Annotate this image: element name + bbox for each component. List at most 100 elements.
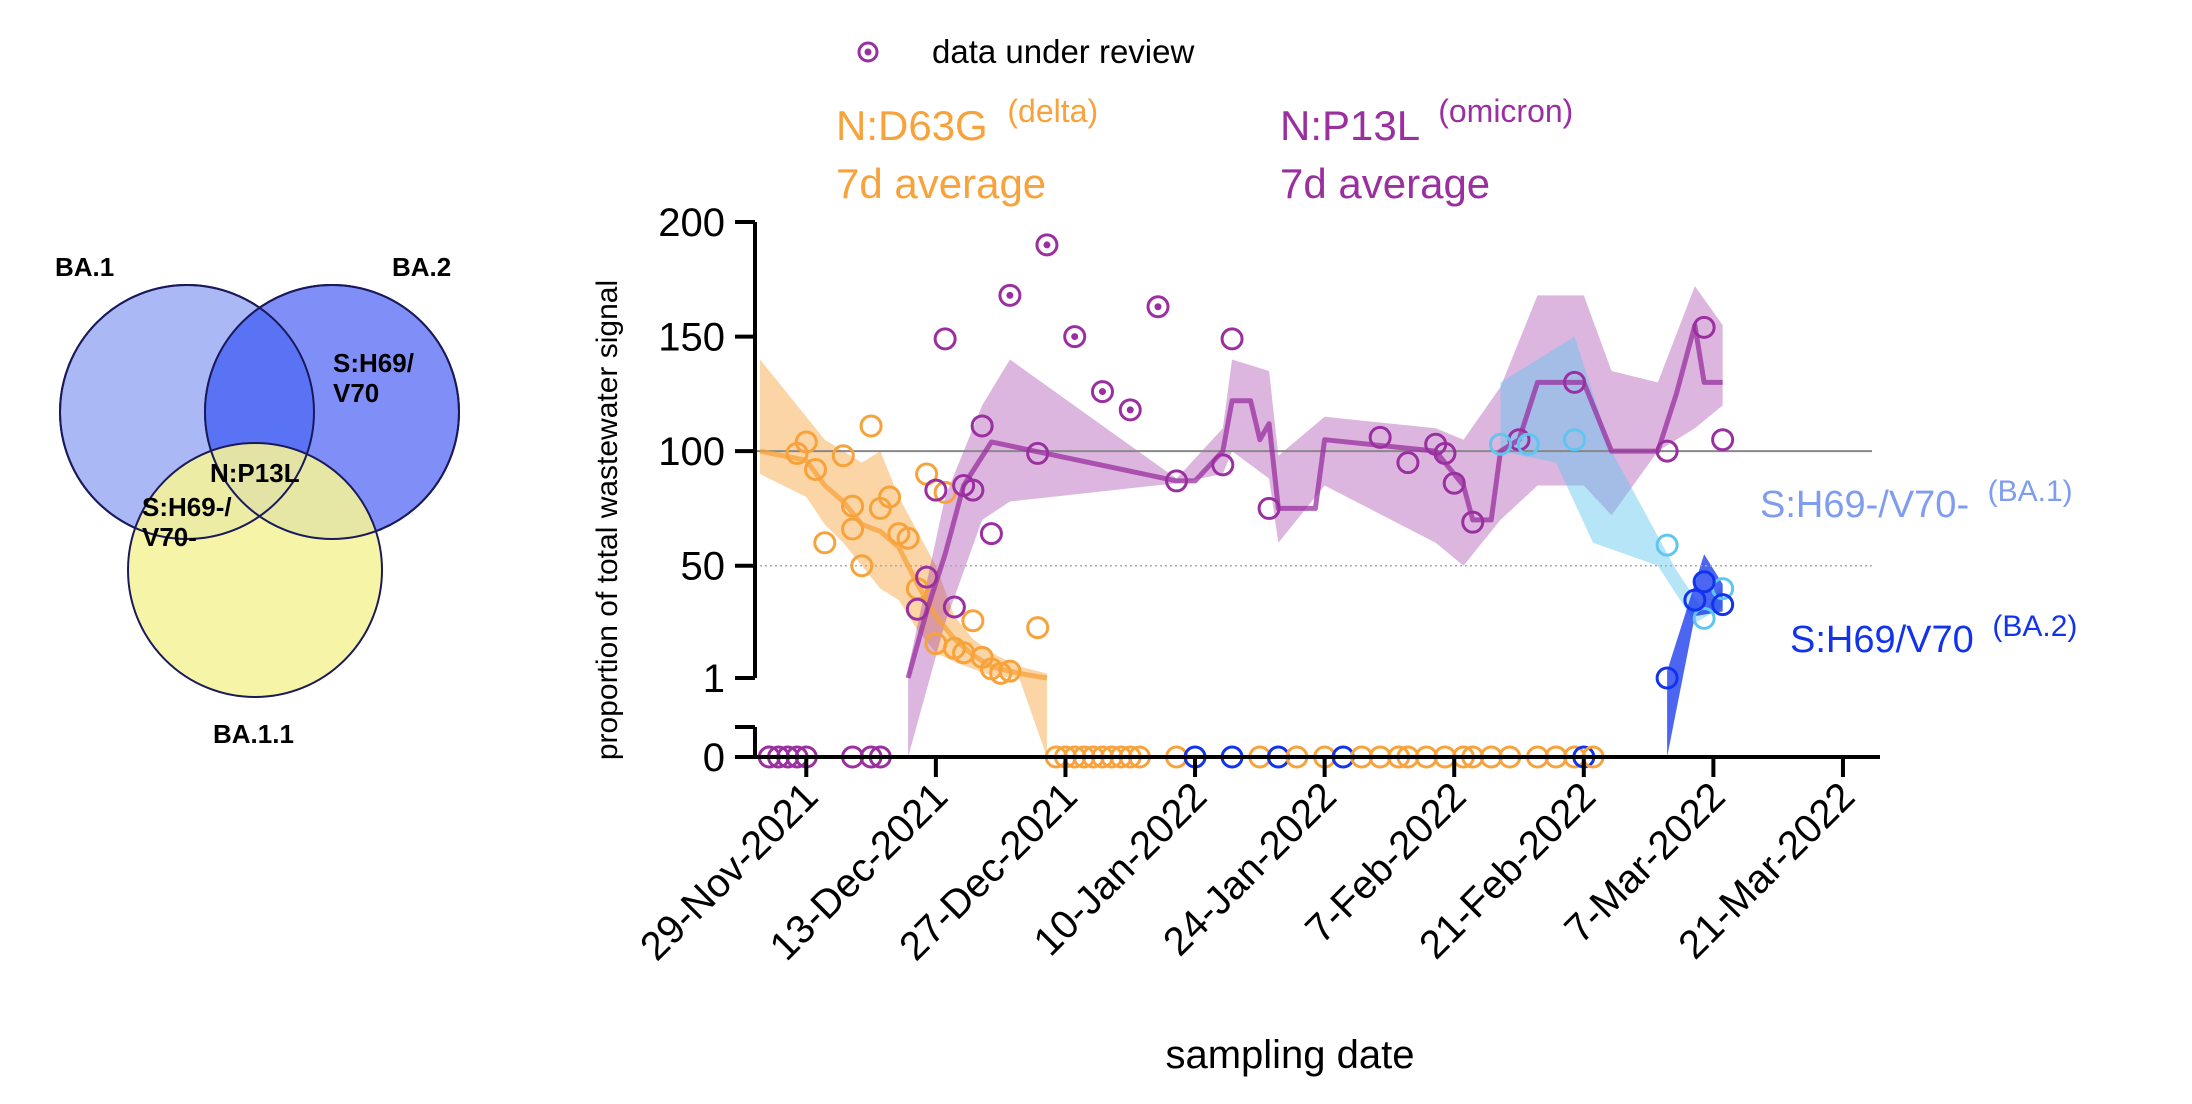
series-3-point-5 [1146,295,1170,319]
series-0-point-1 [785,441,809,465]
series-3-point-2 [1063,325,1087,349]
series-5-point-1 [1516,432,1540,456]
series-2-point-8 [979,522,1003,546]
legend-review: data under review [857,33,1194,70]
confidence-bands [760,286,1723,757]
label-delta-avg: 7d average [836,160,1046,207]
series-3-point-3 [1090,380,1114,404]
y-tick-label-5: 200 [658,201,725,245]
series-2-point-19 [1461,510,1485,534]
series-7-point-3 [1683,588,1707,612]
series-0-point-24 [1026,616,1050,640]
label-delta: N:D63G (delta) [836,93,1098,149]
series-2-point-18 [1442,471,1466,495]
series-5-point-0 [1488,432,1512,456]
venn-label-ba1: BA.1 [55,252,114,282]
venn-label-ba2: BA.2 [392,252,451,282]
series-0-point-2 [804,457,828,481]
series-2-point-21 [1563,370,1587,394]
series-2-point-6 [961,478,985,502]
y-tick-label-3: 100 [658,430,725,474]
series-2-point-4 [942,595,966,619]
series-3-point-0 [998,283,1022,307]
series-3-point-4 [1118,398,1142,422]
label-ba1: S:H69-/V70- (BA.1) [1760,475,2073,526]
series-0-point-12 [896,526,920,550]
series-3-point-dot-2 [1071,333,1079,341]
venn-diagram: BA.1 BA.2 BA.1.1 N:P13L S:H69/ V70 S:H69… [55,252,460,749]
label-ba2-sup: (BA.2) [1992,610,2077,643]
label-delta-sup: (delta) [1007,93,1098,129]
series-0-point-4 [831,444,855,468]
series-3-point-dot-3 [1098,388,1106,396]
series-5-point-4 [1692,606,1716,630]
venn-label-ba11: BA.1.1 [213,719,294,749]
series-4-average-line [905,322,1723,679]
label-omicron: N:P13L (omicron) [1280,93,1573,149]
label-omicron-avg: 7d average [1280,160,1490,207]
series-0-point-10 [878,485,902,509]
venn-circle-ba11 [127,442,383,698]
venn-label-sh69del-line1: S:H69-/ [142,492,232,522]
series-2-point-13 [1257,496,1281,520]
series-7-point-0 [1655,666,1679,690]
y-axis-title: proportion of total wastewater signal [591,280,624,760]
series-2-point-2 [924,478,948,502]
label-omicron-sup: (omicron) [1438,93,1573,129]
label-ba1-sup: (BA.1) [1988,475,2073,508]
series-8-band [1667,554,1723,757]
series-2-point-10 [1165,469,1189,493]
series-2-point-22 [1655,439,1679,463]
label-ba2-name: S:H69/V70 [1790,619,1974,661]
label-ba2: S:H69/V70 (BA.2) [1790,610,2077,661]
series-2-point-12 [1220,327,1244,351]
x-axis-title: sampling date [1165,1033,1414,1077]
series-0-point-19 [961,609,985,633]
series-6-band [1500,336,1723,624]
series-0-point-7 [850,554,874,578]
label-ba1-name: S:H69-/V70- [1760,484,1969,526]
series-labels: data under review N:D63G (delta) 7d aver… [836,33,2077,661]
series-7-point-2 [1711,593,1735,617]
y-tick-label-4: 150 [658,316,725,360]
venn-label-sh69-line1: S:H69/ [333,348,414,378]
chart: 015010015020029-Nov-202113-Dec-202127-De… [591,33,2077,1077]
series-3-point-1 [1035,233,1059,257]
y-tick-label-1: 1 [703,657,725,701]
series-7-point-1 [1692,570,1716,594]
series-3-point-dot-4 [1126,406,1134,414]
series-4-band [908,286,1723,757]
legend-review-marker [857,41,879,63]
y-tick-label-2: 50 [681,545,726,589]
series-3-point-dot-1 [1043,241,1051,249]
series-2-point-11 [1211,453,1235,477]
series-2-point-15 [1396,451,1420,475]
venn-label-np13l: N:P13L [210,458,300,488]
series-0-point-3 [813,531,837,555]
series-2-point-7 [970,414,994,438]
series-0-point-8 [859,414,883,438]
venn-label-sh69-line2: V70 [333,378,379,408]
label-delta-name: N:D63G [836,102,988,149]
series-2-point-23 [1692,315,1716,339]
y-tick-label-0: 0 [703,736,725,780]
series-2-point-9 [1026,441,1050,465]
series-2-point-0 [905,597,929,621]
series-5-point-3 [1655,533,1679,557]
series-0-point-5 [841,517,865,541]
legend-review-label: data under review [932,33,1194,70]
series-3-point-dot-0 [1006,291,1014,299]
series-2-point-24 [1711,428,1735,452]
series-0-point-23 [998,659,1022,683]
series-2-point-3 [933,327,957,351]
series-3-point-dot-5 [1154,303,1162,311]
series-2-point-17 [1433,441,1457,465]
series-0-point-6 [841,494,865,518]
series-2-point-14 [1368,425,1392,449]
series-5-point-2 [1563,428,1587,452]
venn-label-sh69del-line2: V70- [142,522,197,552]
series-2-point-1 [915,565,939,589]
label-omicron-name: N:P13L [1280,102,1419,149]
series-0-point-22 [989,661,1013,685]
